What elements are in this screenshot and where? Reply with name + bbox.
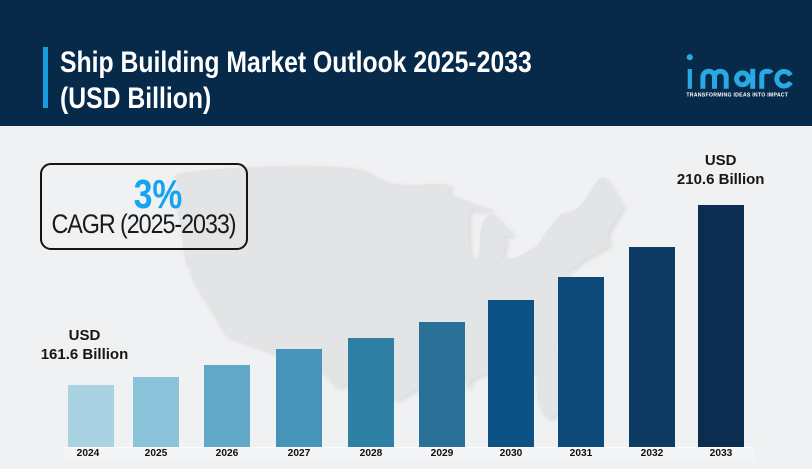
svg-text:TRANSFORMING IDEAS INTO IMPACT: TRANSFORMING IDEAS INTO IMPACT xyxy=(686,92,788,98)
